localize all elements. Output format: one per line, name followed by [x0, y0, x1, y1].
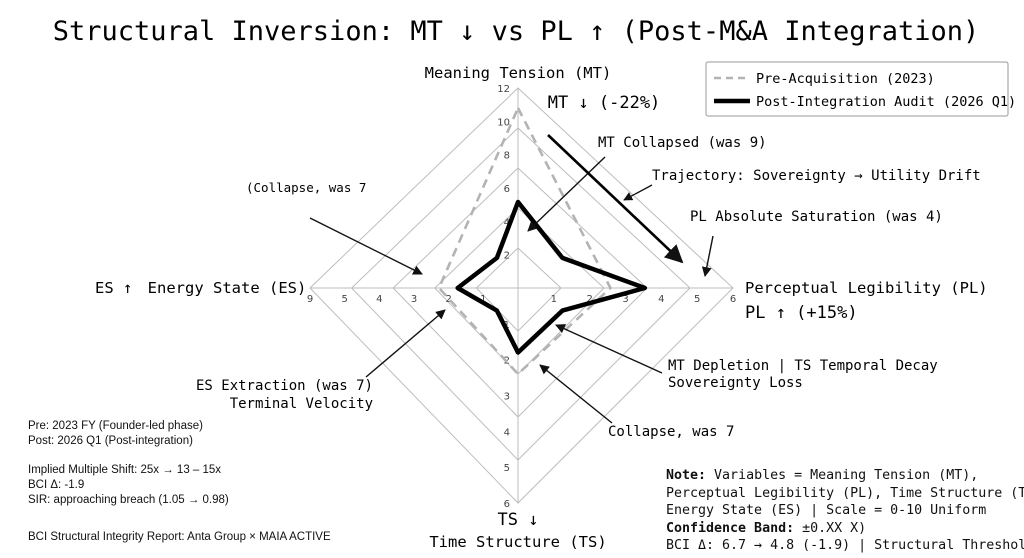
tick-label: 9: [307, 294, 313, 305]
period-pre: Pre: 2023 FY (Founder-led phase): [28, 420, 203, 432]
tick-label: 4: [376, 294, 382, 305]
axis-left-delta: ES ↑: [95, 279, 132, 297]
annotation-mt-depletion-2: Sovereignty Loss: [668, 375, 803, 391]
series-pre-polygon: [437, 104, 613, 376]
chart-title: Structural Inversion: MT ↓ vs PL ↑ (Post…: [53, 16, 980, 47]
arrow-trajectory: [547, 134, 684, 264]
bci-delta: BCI Δ: -1.9: [28, 479, 85, 491]
arrow-es-extraction: [365, 309, 446, 378]
arrow-mt-collapsed: [527, 156, 606, 232]
axis-left-name: ES ↑ Energy State (ES): [95, 279, 306, 297]
arrow-ts-collapse: [539, 364, 613, 424]
legend: Pre-Acquisition (2023) Post-Integration …: [705, 61, 1016, 117]
note-box: Note: Variables = Meaning Tension (MT), …: [666, 467, 1024, 555]
tick-label: 4: [504, 217, 510, 228]
tick-label: 2: [445, 294, 451, 305]
tick-label: 12: [497, 84, 510, 95]
annotation-ts-collapse: Collapse, was 7: [608, 424, 734, 440]
axis-bottom-name: Time Structure (TS): [429, 533, 606, 551]
tick-label: 3: [411, 294, 417, 305]
tick-label: 2: [586, 294, 592, 305]
annotation-es-collapse: (Collapse, was 7: [246, 180, 366, 195]
note-line-1: Variables = Meaning Tension (MT),: [714, 468, 979, 483]
annotation-pl-saturation: PL Absolute Saturation (was 4): [690, 209, 943, 225]
annotation-es-extraction-1: ES Extraction (was 7): [196, 378, 373, 394]
note-line-3: Energy State (ES) | Scale = 0-10 Uniform: [666, 503, 987, 518]
period-post: Post: 2026 Q1 (Post-integration): [28, 435, 193, 447]
tick-label: 5: [504, 463, 510, 474]
arrow-mt-depletion: [555, 324, 663, 374]
annotation-es-extraction-2: Terminal Velocity: [230, 396, 373, 412]
tick-label: 4: [658, 294, 664, 305]
arrow-es-collapse: [309, 217, 423, 275]
note-band-value: ±0.XX X): [802, 520, 867, 536]
axis-bottom-delta: TS ↓: [498, 510, 539, 530]
tick-label: 6: [504, 184, 510, 195]
axis-top-name: Meaning Tension (MT): [425, 64, 612, 82]
legend-post-label: Post-Integration Audit (2026 Q1): [756, 94, 1016, 110]
series-post-polygon: [455, 199, 648, 355]
tick-label: 4: [504, 427, 510, 438]
legend-pre-label: Pre-Acquisition (2023): [756, 71, 935, 87]
axis-top-delta: MT ↓ (-22%): [548, 93, 661, 113]
tick-label: 6: [730, 294, 736, 305]
annotation-mt-collapsed: MT Collapsed (was 9): [598, 135, 767, 151]
axis-right-delta: PL ↑ (+15%): [745, 303, 858, 323]
tick-label: 10: [497, 117, 510, 128]
tick-label: 5: [694, 294, 700, 305]
arrow-pl-saturation: [701, 235, 714, 277]
annotations: MT Collapsed (was 9) Trajectory: Soverei…: [196, 134, 981, 440]
report-footer: BCI Structural Integrity Report: Anta Gr…: [28, 531, 331, 543]
axis-right-name: Perceptual Legibility (PL): [745, 279, 988, 297]
axis-left-label: Energy State (ES): [148, 279, 307, 297]
grid-ring: [475, 247, 562, 332]
tick-label: 1: [480, 294, 486, 305]
note-line-2: Perceptual Legibility (PL), Time Structu…: [666, 485, 1024, 501]
note-bci-line: BCI Δ: 6.7 → 4.8 (-1.9) | Structural Thr…: [666, 538, 1024, 553]
annotation-mt-depletion-1: MT Depletion | TS Temporal Decay: [668, 358, 938, 374]
tick-label: 1: [551, 294, 557, 305]
arrow-trajectory-note: [623, 184, 653, 201]
sir-status: SIR: approaching breach (1.05 → 0.98): [28, 494, 229, 506]
tick-label: 5: [341, 294, 347, 305]
grid-ring: [350, 127, 691, 461]
multiple-shift: Implied Multiple Shift: 25x → 13 – 15x: [28, 464, 222, 476]
tick-label: 6: [504, 499, 510, 510]
note-label: Note:: [666, 468, 707, 483]
radar-grid: [309, 87, 734, 504]
note-band-label: Confidence Band:: [666, 520, 795, 536]
tick-label: 2: [504, 251, 510, 262]
annotation-trajectory: Trajectory: Sovereignty → Utility Drift: [652, 168, 981, 184]
tick-label: 3: [504, 392, 510, 403]
tick-label: 8: [504, 151, 510, 162]
tick-label: 3: [622, 294, 628, 305]
